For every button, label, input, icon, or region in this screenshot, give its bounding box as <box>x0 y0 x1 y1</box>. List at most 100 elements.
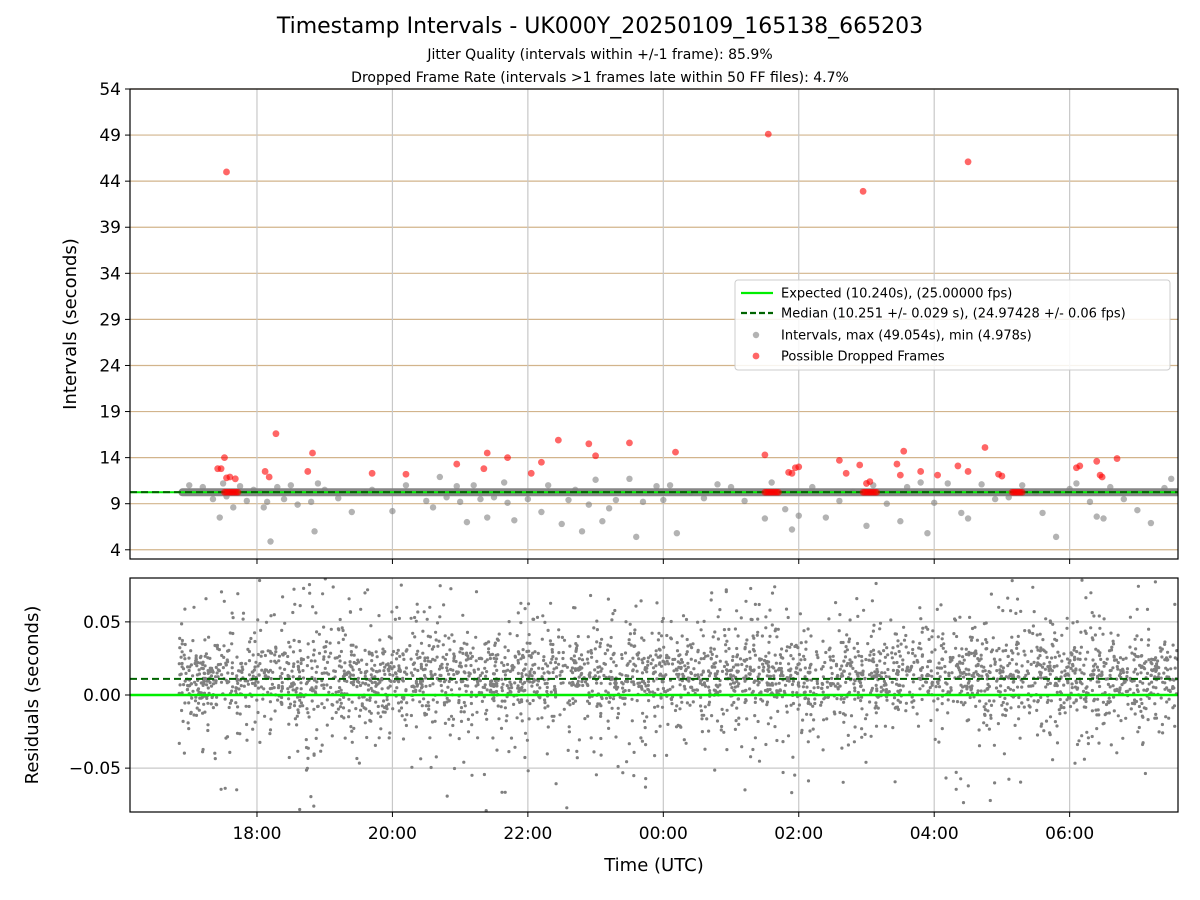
residual-point <box>389 679 393 684</box>
residual-point <box>569 657 573 661</box>
residual-ytick-label: −0.05 <box>69 759 121 779</box>
residual-point <box>225 681 229 685</box>
residual-point <box>472 670 477 674</box>
residual-point <box>588 674 592 679</box>
residual-point <box>203 710 207 714</box>
residual-point <box>1165 700 1169 704</box>
residual-point <box>341 628 345 633</box>
residual-point <box>363 674 367 678</box>
residual-point <box>269 717 273 721</box>
residual-point <box>1107 711 1111 715</box>
residual-point <box>410 765 414 769</box>
residual-point <box>178 646 182 650</box>
residual-point <box>853 697 857 701</box>
residual-point <box>659 664 664 668</box>
dropped-frame-point <box>859 187 867 195</box>
residual-point <box>400 695 404 700</box>
residual-point <box>189 663 193 667</box>
residual-point <box>364 682 368 686</box>
residual-point <box>182 751 186 755</box>
residual-point <box>1103 691 1107 695</box>
residual-point <box>529 654 533 658</box>
residual-point <box>1075 742 1080 747</box>
residual-point <box>1048 664 1052 668</box>
residual-point <box>769 716 773 720</box>
residual-point <box>890 656 894 660</box>
residual-point <box>414 679 418 684</box>
residual-point <box>1137 704 1141 709</box>
residual-point <box>365 698 369 702</box>
dropped-frame-point <box>764 130 772 138</box>
residual-point <box>704 654 708 658</box>
residual-point <box>770 665 775 669</box>
residual-point <box>325 683 329 687</box>
residual-point <box>314 736 318 741</box>
residual-point <box>1080 734 1084 738</box>
residual-point <box>662 645 666 649</box>
residual-point <box>1154 686 1158 690</box>
residual-point <box>823 660 827 665</box>
residual-point <box>505 714 509 718</box>
ytick-label: 39 <box>99 218 121 238</box>
residual-point <box>808 670 812 674</box>
residual-point <box>1001 609 1005 613</box>
residual-point <box>543 698 547 702</box>
residual-point <box>1055 664 1059 668</box>
dropped-frame-point <box>504 454 511 462</box>
interval-point <box>1039 509 1046 517</box>
residual-point <box>426 656 430 660</box>
residual-point <box>898 700 903 704</box>
residual-point <box>180 650 184 654</box>
residual-point <box>268 668 272 672</box>
residual-point <box>349 681 353 685</box>
residual-point <box>808 729 812 733</box>
residual-point <box>198 656 202 660</box>
residual-point <box>712 688 716 692</box>
residual-point <box>631 656 635 660</box>
residual-point <box>302 586 306 591</box>
residual-point <box>1077 739 1081 743</box>
residual-point <box>1097 653 1102 658</box>
interval-point <box>456 498 464 506</box>
residual-point <box>227 705 231 710</box>
residual-point <box>654 664 658 668</box>
residual-point <box>474 635 478 639</box>
residual-point <box>989 703 994 708</box>
residual-point <box>1023 653 1027 657</box>
residual-point <box>670 662 675 666</box>
residual-point <box>1062 652 1066 656</box>
residual-point <box>256 680 260 684</box>
residual-point <box>1083 629 1087 633</box>
residual-point <box>777 666 781 671</box>
residual-point <box>220 673 224 677</box>
legend-box <box>734 279 1171 371</box>
residual-point <box>592 750 596 754</box>
residual-point <box>394 657 399 661</box>
residual-point <box>725 708 729 712</box>
residual-point <box>187 668 191 673</box>
residual-point <box>886 653 890 657</box>
residual-point <box>679 658 684 662</box>
residual-point <box>658 724 662 728</box>
residual-point <box>1085 685 1089 689</box>
residual-point <box>984 702 988 706</box>
residual-point <box>891 726 895 730</box>
residual-point <box>686 644 690 648</box>
dropped-frame-point <box>785 468 792 476</box>
residual-point <box>470 713 475 717</box>
residual-point <box>414 688 418 692</box>
residual-point <box>474 684 478 688</box>
residual-point <box>598 641 603 646</box>
residual-point <box>948 655 952 660</box>
residual-point <box>865 713 869 717</box>
residual-point <box>958 615 962 619</box>
residual-point <box>385 698 389 702</box>
residual-point <box>538 686 542 690</box>
residual-point <box>580 680 584 684</box>
dropped-frame-point <box>527 469 535 477</box>
residual-point <box>1025 669 1029 673</box>
residual-point <box>1040 722 1044 726</box>
residual-point <box>1167 716 1171 720</box>
residual-point <box>853 689 857 693</box>
residual-point <box>293 717 297 721</box>
